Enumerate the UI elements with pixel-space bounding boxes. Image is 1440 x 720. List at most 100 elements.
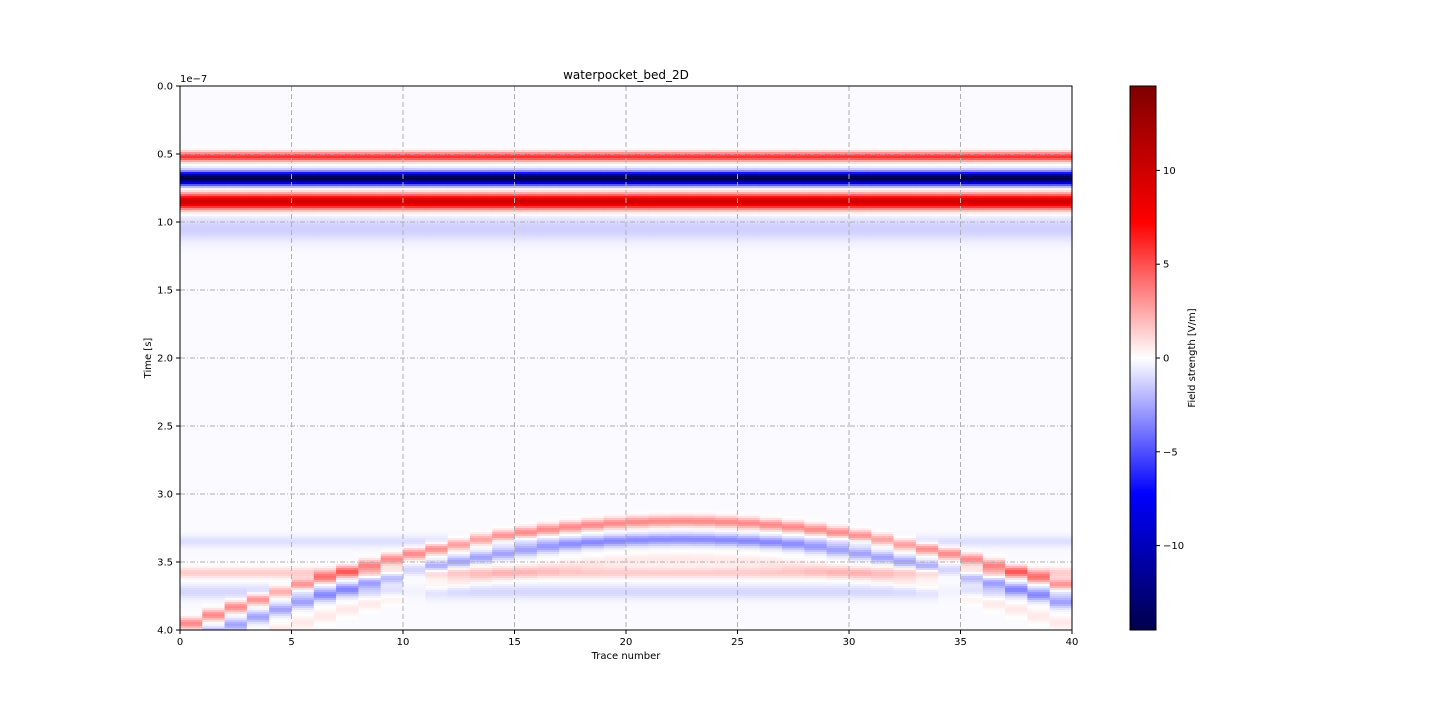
heatmap-cell	[313, 204, 337, 207]
heatmap-cell	[291, 286, 315, 289]
heatmap-cell	[246, 290, 270, 293]
heatmap-cell	[180, 390, 203, 393]
heatmap-cell	[469, 266, 493, 269]
heatmap-cell	[536, 138, 560, 141]
heatmap-cell	[246, 506, 270, 509]
heatmap-cell	[425, 540, 449, 543]
heatmap-cell	[202, 112, 226, 115]
heatmap-cell	[469, 148, 493, 151]
heatmap-cell	[336, 194, 359, 197]
heatmap-cell	[336, 600, 359, 603]
heatmap-cell	[447, 136, 471, 139]
heatmap-cell	[425, 210, 449, 213]
heatmap-cell	[269, 624, 293, 627]
heatmap-cell	[358, 314, 382, 317]
heatmap-cell	[514, 230, 538, 233]
heatmap-cell	[336, 366, 359, 369]
heatmap-cell	[336, 110, 359, 113]
heatmap-cell	[425, 592, 449, 595]
heatmap-cell	[336, 298, 359, 301]
heatmap-cell	[313, 276, 337, 279]
heatmap-cell	[425, 462, 449, 465]
heatmap-cell	[358, 388, 382, 391]
heatmap-cell	[425, 606, 449, 609]
heatmap-cell	[492, 314, 516, 317]
heatmap-cell	[246, 472, 270, 475]
heatmap-cell	[469, 514, 493, 517]
heatmap-cell	[269, 108, 293, 111]
heatmap-cell	[224, 238, 248, 241]
heatmap-cell	[447, 620, 471, 623]
heatmap-cell	[269, 200, 293, 203]
heatmap-cell	[514, 112, 538, 115]
heatmap-cell	[425, 612, 449, 615]
heatmap-cell	[246, 210, 270, 213]
heatmap-cell	[202, 484, 226, 487]
heatmap-cell	[447, 474, 471, 477]
heatmap-cell	[291, 360, 315, 363]
heatmap-cell	[380, 174, 404, 177]
heatmap-cell	[492, 464, 516, 467]
heatmap-cell	[514, 540, 538, 543]
heatmap-cell	[514, 398, 538, 401]
heatmap-cell	[403, 176, 426, 179]
heatmap-cell	[425, 628, 449, 631]
heatmap-cell	[180, 146, 203, 149]
heatmap-cell	[492, 166, 516, 169]
heatmap-cell	[291, 162, 315, 165]
heatmap-cell	[358, 138, 382, 141]
heatmap-cell	[224, 366, 248, 369]
heatmap-cell	[403, 500, 426, 503]
heatmap-cell	[246, 280, 270, 283]
heatmap-cell	[425, 448, 449, 451]
heatmap-cell	[224, 304, 248, 307]
heatmap-cell	[469, 454, 493, 457]
heatmap-cell	[447, 494, 471, 497]
heatmap-cell	[291, 484, 315, 487]
heatmap-cell	[358, 214, 382, 217]
heatmap-cell	[469, 506, 493, 509]
heatmap-cell	[313, 600, 337, 603]
heatmap-cell	[514, 592, 538, 595]
heatmap-cell	[313, 310, 337, 313]
heatmap-cell	[403, 626, 426, 629]
heatmap-cell	[380, 598, 404, 601]
heatmap-cell	[492, 600, 516, 603]
heatmap-cell	[425, 266, 449, 269]
heatmap-cell	[380, 322, 404, 325]
heatmap-cell	[514, 436, 538, 439]
heatmap-cell	[269, 528, 293, 531]
heatmap-cell	[313, 122, 337, 125]
heatmap-cell	[202, 114, 226, 117]
heatmap-cell	[202, 278, 226, 281]
heatmap-cell	[313, 302, 337, 305]
heatmap-cell	[492, 298, 516, 301]
heatmap-cell	[514, 562, 538, 565]
heatmap-cell	[469, 560, 493, 563]
heatmap-cell	[403, 326, 426, 329]
heatmap-cell	[469, 128, 493, 131]
heatmap-cell	[380, 620, 404, 623]
heatmap-cell	[447, 248, 471, 251]
heatmap-cell	[469, 318, 493, 321]
heatmap-cell	[403, 228, 426, 231]
heatmap-cell	[246, 308, 270, 311]
heatmap-cell	[514, 604, 538, 607]
heatmap-cell	[202, 482, 226, 485]
heatmap-cell	[269, 588, 293, 591]
heatmap-cell	[425, 362, 449, 365]
heatmap-cell	[425, 134, 449, 137]
heatmap-cell	[246, 154, 270, 157]
heatmap-cell	[246, 362, 270, 365]
heatmap-cell	[358, 330, 382, 333]
heatmap-cell	[180, 516, 203, 519]
heatmap-cell	[246, 304, 270, 307]
heatmap-cell	[246, 508, 270, 511]
heatmap-cell	[492, 516, 516, 519]
heatmap-cell	[336, 546, 359, 549]
heatmap-cell	[336, 306, 359, 309]
heatmap-cell	[246, 272, 270, 275]
heatmap-cell	[358, 584, 382, 587]
heatmap-cell	[447, 152, 471, 155]
heatmap-cell	[492, 524, 516, 527]
